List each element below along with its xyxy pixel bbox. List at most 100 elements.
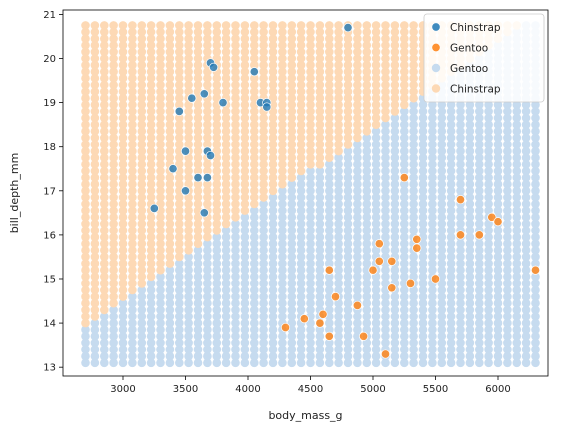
grid-point (371, 107, 381, 116)
grid-point (465, 226, 475, 235)
grid-point (390, 213, 400, 222)
grid-point (315, 252, 325, 262)
grid-point (437, 265, 447, 275)
grid-point (278, 358, 287, 368)
grid-point (175, 298, 184, 308)
grid-point (334, 199, 343, 209)
grid-point (231, 127, 240, 136)
grid-point (165, 351, 175, 361)
grid-point (484, 153, 493, 162)
grid-point (362, 232, 372, 242)
grid-point (156, 252, 165, 262)
grid-point (128, 226, 137, 235)
grid-point (268, 127, 278, 136)
grid-point (315, 259, 325, 268)
grid-point (165, 21, 175, 30)
grid-point (418, 166, 428, 176)
grid-point (437, 318, 447, 328)
grid-point (381, 199, 390, 209)
data-point (205, 150, 216, 161)
grid-point (343, 226, 353, 235)
grid-point (503, 186, 512, 196)
grid-point (90, 54, 100, 63)
grid-point (503, 100, 512, 110)
grid-point (334, 193, 343, 202)
grid-point (531, 146, 540, 156)
grid-point (315, 272, 325, 282)
grid-point (109, 160, 118, 169)
grid-point (343, 351, 353, 361)
grid-point (531, 226, 540, 235)
grid-point (371, 279, 381, 288)
grid-point (531, 107, 540, 116)
grid-point (400, 312, 409, 321)
grid-point (231, 246, 240, 255)
grid-point (334, 160, 343, 169)
grid-point (128, 292, 137, 301)
grid-point (296, 305, 306, 315)
grid-point (240, 325, 250, 335)
grid-point (81, 133, 90, 143)
grid-point (503, 226, 512, 235)
legend-label: Gentoo (450, 43, 488, 55)
grid-point (390, 338, 400, 348)
grid-point (212, 213, 222, 222)
grid-point (193, 252, 203, 262)
grid-point (100, 47, 109, 57)
grid-point (175, 160, 184, 169)
grid-point (156, 146, 165, 156)
grid-point (259, 153, 268, 162)
grid-point (100, 252, 109, 262)
grid-point (306, 27, 315, 37)
grid-point (221, 252, 231, 262)
grid-point (287, 219, 297, 229)
grid-point (268, 338, 278, 348)
grid-point (259, 305, 268, 315)
grid-point (381, 107, 390, 116)
grid-point (296, 54, 306, 63)
grid-point (259, 41, 268, 50)
grid-point (512, 206, 522, 215)
grid-point (521, 219, 531, 229)
grid-point (231, 47, 240, 57)
grid-point (287, 74, 297, 83)
grid-point (100, 259, 109, 268)
grid-point (325, 87, 334, 96)
grid-point (268, 34, 278, 43)
grid-point (259, 298, 268, 308)
grid-point (428, 226, 437, 235)
grid-point (437, 246, 447, 255)
grid-point (353, 292, 362, 301)
grid-point (90, 332, 100, 341)
grid-point (81, 252, 90, 262)
grid-point (165, 100, 175, 110)
grid-point (203, 292, 212, 301)
grid-point (100, 80, 109, 90)
grid-point (203, 120, 212, 129)
grid-point (109, 358, 118, 368)
grid-point (240, 351, 250, 361)
grid-point (503, 166, 512, 176)
grid-point (334, 345, 343, 354)
grid-point (184, 41, 193, 50)
grid-point (193, 41, 203, 50)
grid-point (315, 206, 325, 215)
grid-point (493, 239, 503, 248)
grid-point (325, 252, 334, 262)
grid-point (306, 54, 315, 63)
grid-point (296, 21, 306, 30)
grid-point (212, 265, 222, 275)
grid-point (475, 100, 484, 110)
grid-point (137, 292, 147, 301)
grid-point (371, 133, 381, 143)
grid-point (512, 127, 522, 136)
data-points (149, 23, 541, 359)
grid-point (334, 285, 343, 295)
grid-point (475, 338, 484, 348)
grid-point (343, 246, 353, 255)
grid-point (512, 239, 522, 248)
grid-point (400, 318, 409, 328)
grid-point (193, 265, 203, 275)
grid-point (493, 153, 503, 162)
grid-point (165, 338, 175, 348)
